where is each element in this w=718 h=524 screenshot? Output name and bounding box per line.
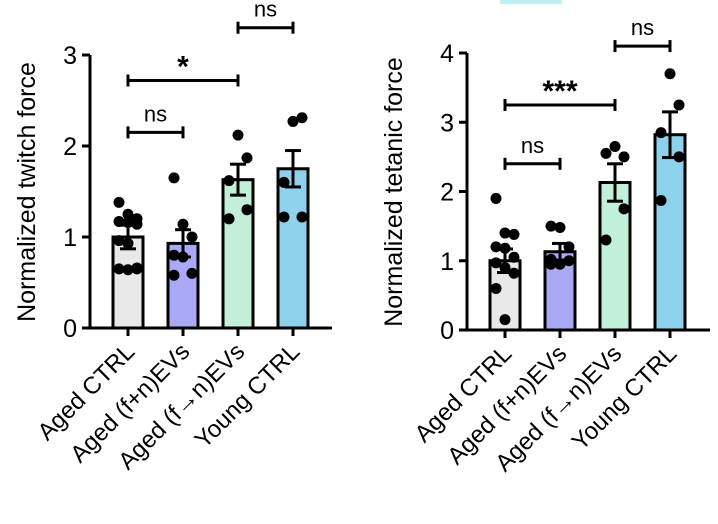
data-point [664, 68, 676, 80]
data-point [600, 147, 612, 159]
y-tick-label: 2 [63, 133, 77, 161]
y-axis-label: Normalized tetanic force [380, 57, 408, 327]
significance-label: ns [254, 0, 277, 22]
data-point [545, 220, 557, 232]
bar [276, 167, 310, 330]
data-point [618, 151, 630, 163]
bar [111, 235, 145, 330]
data-point [168, 269, 180, 281]
data-point [508, 267, 520, 279]
significance-label: ns [631, 15, 654, 40]
data-point [223, 213, 235, 225]
data-point [186, 231, 198, 243]
y-tick-label: 0 [440, 317, 454, 345]
y-tick-label: 3 [63, 42, 77, 70]
y-tick-label: 0 [63, 315, 77, 343]
significance-label: ns [521, 133, 544, 158]
y-tick-label: 3 [440, 109, 454, 137]
y-tick-label: 1 [440, 248, 454, 276]
bar [653, 133, 687, 332]
significance-label: ns [144, 101, 167, 126]
y-axis-label: Normalized twitch force [13, 62, 41, 322]
data-point [131, 263, 143, 275]
data-point [499, 227, 511, 239]
y-tick-label: 2 [440, 179, 454, 207]
data-point [131, 218, 143, 230]
data-point [113, 196, 125, 208]
data-point [168, 172, 180, 184]
data-point [278, 176, 290, 188]
data-point [673, 151, 685, 163]
data-point [655, 127, 667, 139]
data-point [223, 175, 235, 187]
data-point [618, 203, 630, 215]
bar [221, 178, 255, 330]
data-point [186, 267, 198, 279]
data-point [490, 192, 502, 204]
data-point [241, 152, 253, 164]
data-point [296, 112, 308, 124]
y-tick-label: 4 [440, 40, 454, 68]
data-point [609, 140, 621, 152]
data-point [490, 257, 502, 269]
data-point [554, 222, 566, 234]
cropped-top-element [500, 0, 562, 4]
data-point [122, 264, 134, 276]
data-point [232, 129, 244, 141]
data-point [499, 314, 511, 326]
data-point [508, 251, 520, 263]
data-point [113, 235, 125, 247]
data-point [600, 234, 612, 246]
data-point [508, 228, 520, 240]
data-point [287, 115, 299, 127]
data-point [122, 208, 134, 220]
significance-label: * [177, 50, 189, 83]
data-point [563, 255, 575, 267]
data-point [177, 218, 189, 230]
data-point [278, 211, 290, 223]
significance-label: *** [542, 75, 577, 108]
data-point [113, 263, 125, 275]
data-point [655, 195, 667, 207]
data-point [296, 211, 308, 223]
y-tick-label: 1 [63, 224, 77, 252]
data-point [241, 204, 253, 216]
data-point [673, 99, 685, 111]
data-point [490, 282, 502, 294]
